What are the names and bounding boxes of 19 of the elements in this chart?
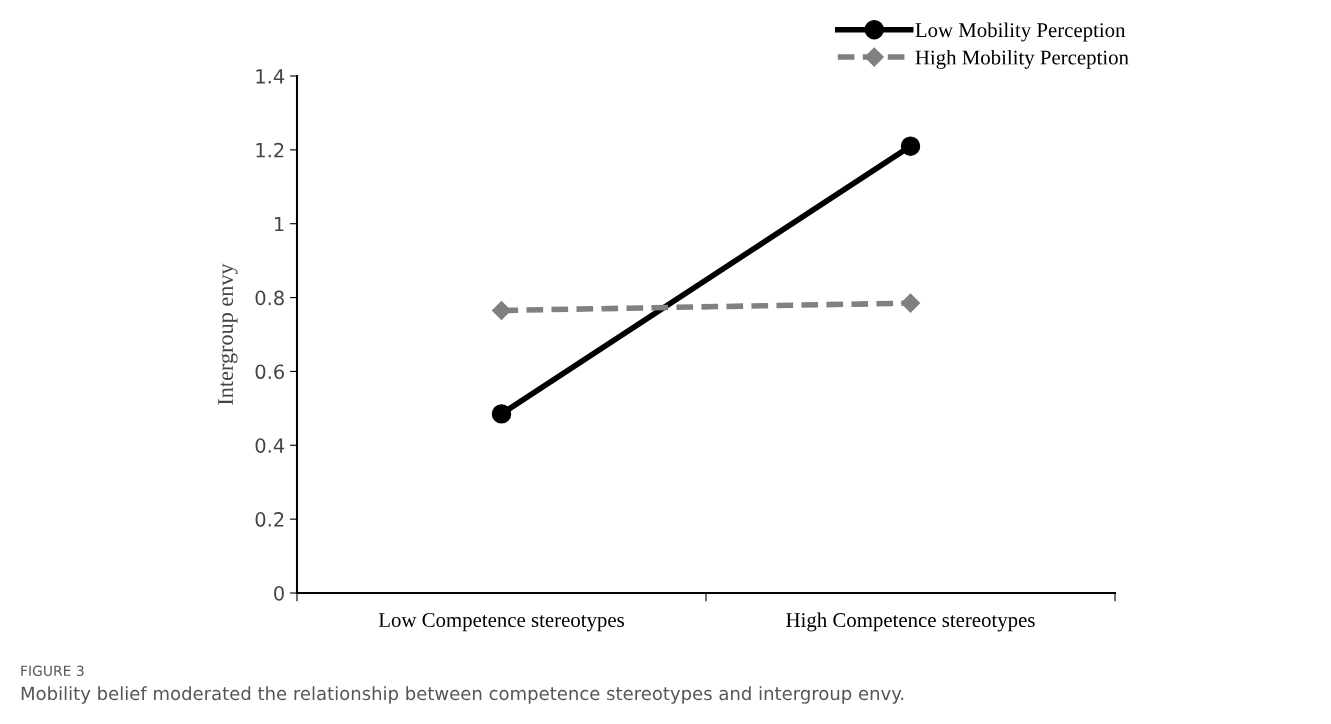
point	[900, 136, 921, 156]
y-tick-label: 0.8	[255, 290, 284, 306]
text: Mobility belief moderated the relationship between competence stereotypes and intergroup envy.	[21, 686, 904, 704]
y-tick-label: 0.4	[255, 438, 285, 453]
point	[900, 293, 921, 313]
y-tick-label: 1	[274, 216, 284, 232]
y-tick-label: 1.2	[256, 142, 284, 158]
legend-label: Low Mobility Perception	[915, 22, 1126, 42]
point	[491, 404, 512, 424]
x-tick-label: Low Competence stereotypes	[378, 613, 624, 632]
y-tick-label: 0	[274, 585, 284, 601]
point	[491, 300, 512, 321]
caption: FIGURE 3	[21, 665, 84, 677]
y-tick-label: 0.6	[255, 364, 284, 380]
legend-label: High Mobility Perception	[915, 49, 1129, 69]
y-tick-label: 0.2	[255, 512, 284, 527]
x-tick-label: High Competence stereotypes	[786, 612, 1035, 632]
y-axis-title: Intergroup envy	[218, 263, 238, 405]
y-tick-label: 1.4	[256, 69, 285, 84]
